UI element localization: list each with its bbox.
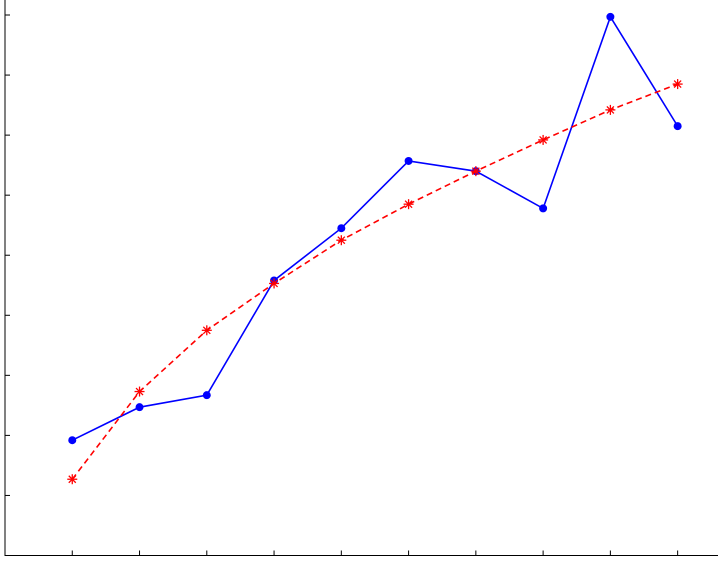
- marker-stroke: [471, 167, 480, 176]
- data-point: [201, 325, 212, 336]
- marker-stroke: [202, 326, 211, 335]
- data-point: [337, 224, 346, 233]
- series-line: [71, 83, 678, 480]
- data-point: [470, 166, 481, 177]
- marker-stroke: [404, 200, 413, 209]
- data-point: [605, 104, 616, 115]
- data-point: [539, 204, 548, 213]
- data-point: [606, 12, 615, 21]
- series-line: [71, 14, 679, 441]
- marker-stroke: [68, 475, 77, 484]
- data-point: [403, 199, 414, 210]
- data-point: [538, 134, 549, 145]
- data-point: [134, 386, 145, 397]
- data-point: [404, 156, 413, 165]
- marker-stroke: [539, 135, 548, 144]
- data-point: [672, 79, 683, 90]
- marker-stroke: [270, 279, 279, 288]
- data-point: [202, 391, 211, 400]
- marker-stroke: [673, 80, 682, 89]
- marker-stroke: [606, 105, 615, 114]
- data-point: [269, 278, 280, 289]
- data-point: [68, 436, 77, 445]
- data-point: [135, 403, 144, 412]
- marker-stroke: [135, 387, 144, 396]
- data-point: [67, 474, 78, 485]
- marker-stroke: [337, 236, 346, 245]
- data-point: [673, 122, 682, 131]
- data-point: [336, 235, 347, 246]
